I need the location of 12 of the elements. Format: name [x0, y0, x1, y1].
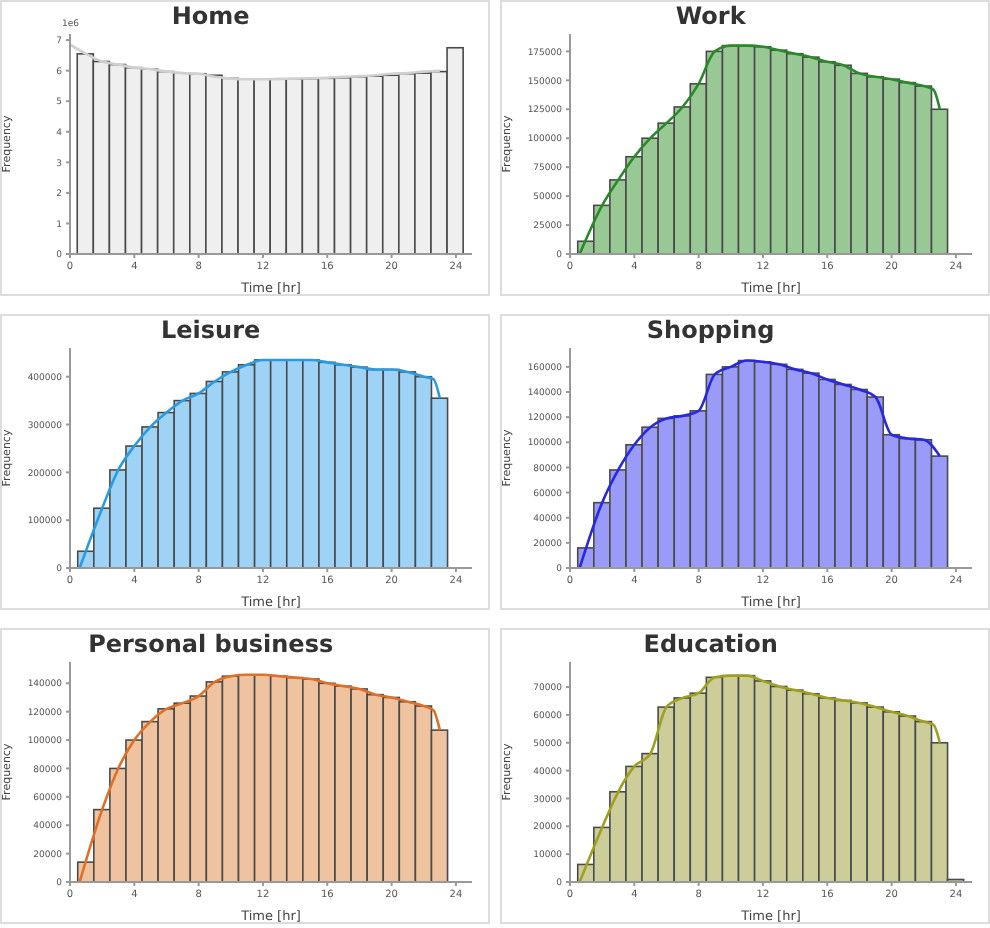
chart-title: Personal business	[86, 630, 336, 658]
line-series	[78, 358, 442, 568]
line-series	[578, 359, 942, 568]
chart-title: Shopping	[644, 316, 777, 344]
line-series	[78, 673, 442, 882]
chart-title: Leisure	[159, 316, 263, 344]
line-series	[578, 674, 942, 882]
chart-title: Home	[171, 2, 250, 30]
chart-title: Work	[673, 2, 748, 30]
chart-title: Education	[641, 630, 780, 658]
line-series	[578, 44, 942, 254]
line-series	[70, 43, 442, 81]
